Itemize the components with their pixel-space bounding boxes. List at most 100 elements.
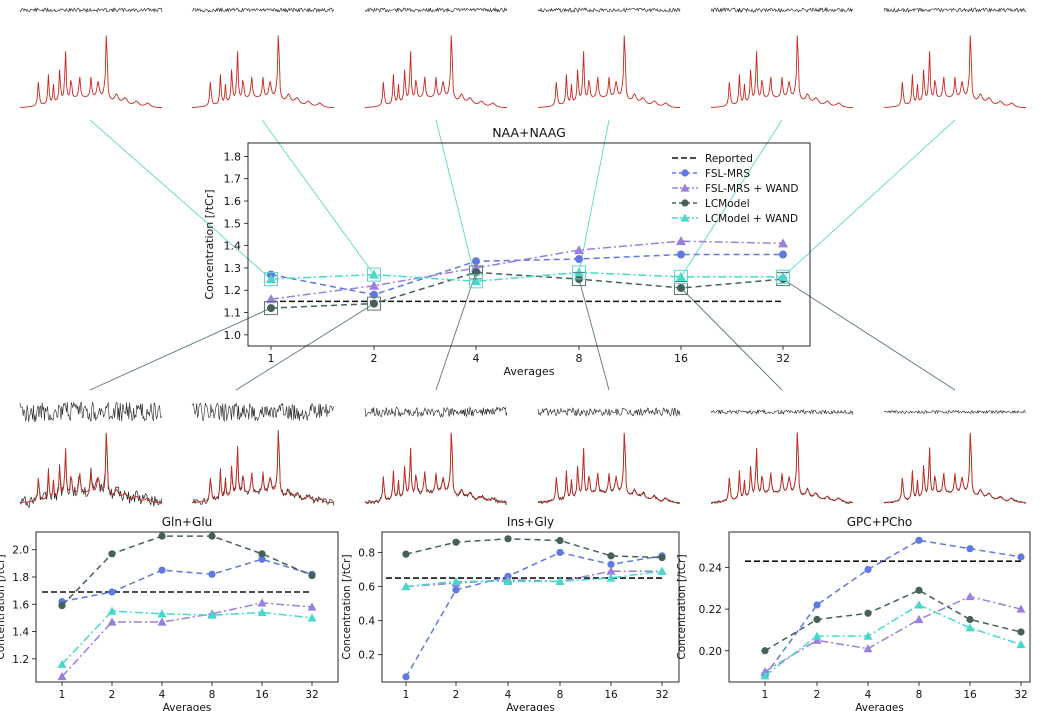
plots: NAA+NAAG 1 2 4 8 16 32 Averages 1.0 1.1 1.2 1.3 1.4 1… xyxy=(0,125,1031,711)
data-point-fsl_wand xyxy=(266,294,276,304)
spectra-top-row xyxy=(19,6,1027,109)
x-tick-label: 4 xyxy=(865,689,872,701)
residual-noise-line xyxy=(191,7,335,13)
legend-marker xyxy=(681,169,689,177)
data-point-fsl_wand xyxy=(57,672,67,681)
x-tick-label: 2 xyxy=(371,352,378,365)
data-point-lcm_wand xyxy=(266,274,276,284)
data-point-lcm xyxy=(556,536,564,545)
spectrum-data-line xyxy=(537,434,681,505)
legend-marker xyxy=(680,213,690,222)
y-tick-label: 1.3 xyxy=(224,262,242,275)
data-point-lcm xyxy=(1017,628,1025,636)
legend-item: LCModel + WAND xyxy=(672,213,798,225)
plot-frame xyxy=(35,531,339,683)
data-point-lcm xyxy=(370,299,378,308)
y-tick-label: 1.2 xyxy=(224,284,242,297)
series-line-lcm_wand xyxy=(61,610,313,665)
data-point-lcm_wand xyxy=(555,576,565,586)
spectrum-data-line xyxy=(191,430,335,506)
chart-2: Gln+Glu 1 2 4 8 16 32 Averages 1.2 1.4 1.6 1.8 2.0 Co… xyxy=(0,515,339,711)
spectrum-fit-line xyxy=(364,432,508,504)
data-point-lcm_wand xyxy=(307,613,317,622)
y-tick-label: 1.1 xyxy=(224,307,242,320)
data-point-lcm_wand xyxy=(574,267,584,277)
data-point-lcm_wand xyxy=(451,576,461,586)
x-tick-label: 16 xyxy=(604,689,618,701)
highlight-box xyxy=(469,274,483,289)
x-tick-label: 2 xyxy=(109,689,116,701)
legend-item: FSL-MRS + WAND xyxy=(672,183,798,195)
series-line-fsl xyxy=(61,558,313,603)
spectrum-fit-line xyxy=(191,432,335,504)
data-point-lcm xyxy=(761,647,769,655)
data-point-fsl_wand xyxy=(1016,604,1026,613)
series-line-lcm_wand xyxy=(764,604,1022,677)
y-axis-label: Concentration [/tCr] xyxy=(203,189,216,299)
x-tick-label: 4 xyxy=(473,352,480,365)
plot-frame xyxy=(247,142,811,347)
x-tick-label: 16 xyxy=(674,352,688,365)
data-point-lcm xyxy=(402,550,410,558)
data-point-lcm xyxy=(108,550,116,558)
spectrum-panel xyxy=(191,430,335,506)
residual-noise-line xyxy=(710,409,854,416)
legend: Reported FSL-MRS FSL-MRS + WAND LCModel LCMo… xyxy=(672,153,798,225)
x-tick-label: 32 xyxy=(305,689,318,701)
data-point-fsl xyxy=(472,257,480,266)
highlight-box xyxy=(469,265,483,280)
connector-line-top xyxy=(782,119,956,278)
series-line-fsl xyxy=(270,253,783,296)
data-point-fsl_wand xyxy=(369,280,379,290)
spectrum-data-line xyxy=(364,432,508,505)
data-point-fsl_wand xyxy=(307,602,317,611)
highlight-box xyxy=(367,267,381,282)
x-tick-label: 1 xyxy=(403,689,410,701)
residual-noise-line xyxy=(710,6,854,13)
y-axis-label: Concentration [/tCr] xyxy=(676,554,688,659)
x-tick-label: 4 xyxy=(505,689,512,701)
data-point-fsl xyxy=(158,566,166,574)
data-point-lcm_wand xyxy=(157,609,167,618)
data-point-fsl xyxy=(966,545,974,553)
data-point-fsl xyxy=(1017,553,1025,561)
x-tick-label: 8 xyxy=(576,352,583,365)
y-tick-label: 0.22 xyxy=(699,604,722,616)
data-point-lcm xyxy=(258,550,266,558)
residual-noise-line xyxy=(19,401,163,423)
legend-label: FSL-MRS + WAND xyxy=(705,183,798,195)
x-tick-label: 32 xyxy=(776,352,790,365)
data-point-lcm xyxy=(966,615,974,624)
spectrum-panel xyxy=(19,432,163,509)
series-line-fsl_wand xyxy=(270,240,784,300)
series-line-lcm xyxy=(405,538,663,559)
connector-line-top xyxy=(578,119,610,273)
chart-4: GPC+PCho 1 2 4 8 16 32 Averages 0.20 0.22 0.24 Conc… xyxy=(676,515,1031,711)
x-tick-label: 8 xyxy=(916,689,923,701)
spectrum-fit-line xyxy=(537,432,681,504)
x-tick-label: 32 xyxy=(1014,689,1027,701)
connector-line-bottom xyxy=(89,307,272,391)
data-point-fsl_wand xyxy=(606,566,616,575)
data-point-fsl_wand xyxy=(157,617,167,626)
data-point-lcm_wand xyxy=(57,659,67,668)
data-point-fsl xyxy=(208,570,216,578)
spectrum-panel xyxy=(883,35,1027,109)
data-point-fsl xyxy=(607,560,615,568)
y-tick-label: 2.0 xyxy=(12,545,29,557)
data-point-lcm_wand xyxy=(778,271,788,281)
spectrum-panel xyxy=(364,432,508,505)
x-tick-label: 1 xyxy=(59,689,66,701)
data-point-lcm xyxy=(208,532,216,540)
highlight-box xyxy=(264,301,278,316)
highlight-box xyxy=(572,265,586,280)
spectrum-fit-line xyxy=(710,35,854,109)
chart-title: NAA+NAAG xyxy=(492,125,566,140)
data-point-lcm_wand xyxy=(401,582,411,591)
y-tick-label: 1.6 xyxy=(12,599,29,611)
data-point-lcm xyxy=(504,535,512,543)
chart-title: GPC+PCho xyxy=(847,515,913,529)
connector-line-bottom xyxy=(782,278,956,391)
spectra-bottom-row xyxy=(19,401,1027,509)
spectrum-panel xyxy=(710,432,854,505)
